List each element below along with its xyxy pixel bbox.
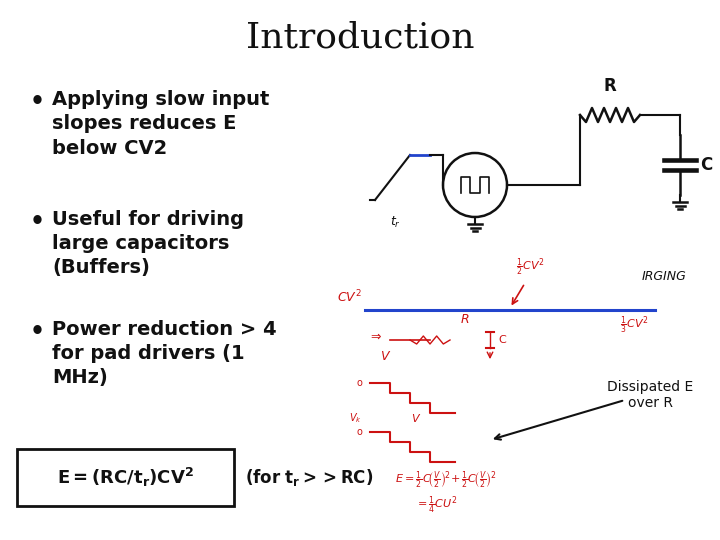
Text: $\mathbf{(for\ t_r >> RC)}$: $\mathbf{(for\ t_r >> RC)}$ (245, 467, 373, 488)
Text: V: V (380, 350, 389, 363)
Text: o: o (356, 378, 362, 388)
Text: C: C (700, 156, 712, 174)
Text: $\mathbf{E = (RC/t_r)CV^2}$: $\mathbf{E = (RC/t_r)CV^2}$ (57, 466, 194, 489)
Text: $V_k$: $V_k$ (349, 411, 362, 425)
Text: Power reduction > 4
for pad drivers (1
MHz): Power reduction > 4 for pad drivers (1 M… (52, 320, 276, 388)
Text: R: R (461, 313, 469, 326)
Text: •: • (30, 320, 45, 344)
Text: Useful for driving
large capacitors
(Buffers): Useful for driving large capacitors (Buf… (52, 210, 244, 278)
Text: Dissipated E
over R: Dissipated E over R (607, 380, 693, 410)
Text: $E=\frac{1}{2}C\!\left(\frac{V}{2}\right)^{\!2}\!+\frac{1}{2}C\!\left(\frac{V}{2: $E=\frac{1}{2}C\!\left(\frac{V}{2}\right… (395, 470, 496, 491)
Text: Applying slow input
slopes reduces E
below CV2: Applying slow input slopes reduces E bel… (52, 90, 269, 158)
Text: $=\frac{1}{4}CU^2$: $=\frac{1}{4}CU^2$ (415, 495, 458, 516)
Text: Introduction: Introduction (246, 21, 474, 55)
Text: C: C (498, 335, 505, 345)
Text: IRGING: IRGING (642, 270, 687, 283)
Text: $\Rightarrow$: $\Rightarrow$ (368, 330, 382, 343)
Text: V: V (411, 414, 419, 424)
FancyBboxPatch shape (17, 449, 234, 506)
Text: o: o (356, 427, 362, 437)
Text: $\frac{1}{2}CV^2$: $\frac{1}{2}CV^2$ (516, 256, 544, 278)
Text: $\frac{1}{3}CV^2$: $\frac{1}{3}CV^2$ (620, 315, 649, 336)
Text: $t_r$: $t_r$ (390, 215, 400, 230)
Text: R: R (603, 77, 616, 95)
Text: $CV^2$: $CV^2$ (337, 288, 362, 305)
Text: •: • (30, 210, 45, 234)
Text: •: • (30, 90, 45, 114)
